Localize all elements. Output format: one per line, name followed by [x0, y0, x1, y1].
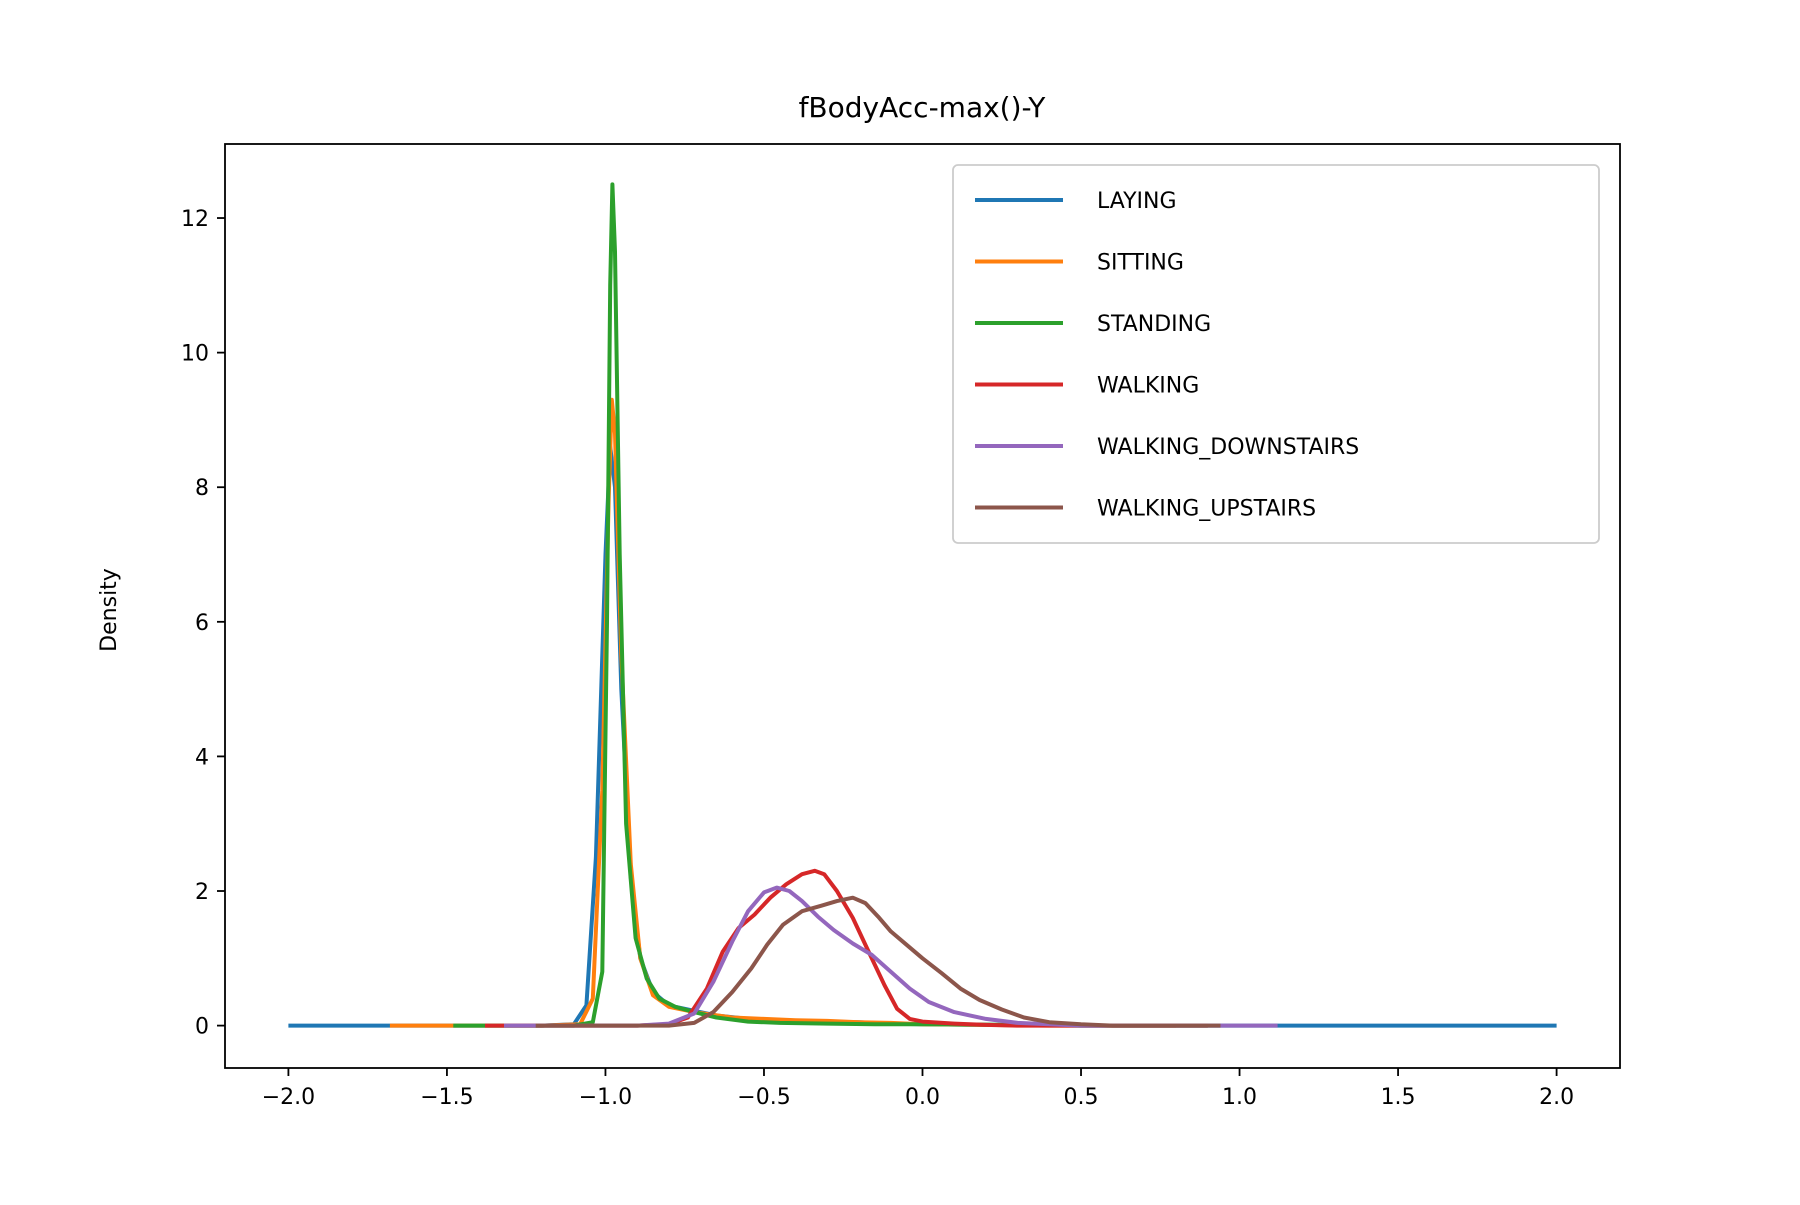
plot-lines — [288, 182, 1557, 1028]
y-tick-label: 10 — [181, 342, 209, 367]
y-axis: 0 2 4 6 8 10 12 — [181, 207, 225, 1040]
x-tick-label: −0.5 — [737, 1085, 790, 1110]
series-line-walking — [485, 868, 1208, 1028]
x-tick-label: 1.5 — [1381, 1085, 1416, 1110]
y-axis-title: Density — [97, 568, 122, 652]
x-tick-label: 0.5 — [1064, 1085, 1099, 1110]
chart-title: fBodyAcc-max()-Y — [799, 91, 1047, 124]
x-tick-label: −1.5 — [420, 1085, 473, 1110]
y-tick-label: 0 — [195, 1015, 209, 1040]
legend-label: STANDING — [1097, 312, 1211, 337]
legend-label: SITTING — [1097, 251, 1184, 276]
legend-label: WALKING_UPSTAIRS — [1097, 497, 1316, 522]
y-tick-label: 6 — [195, 611, 209, 636]
y-tick-label: 12 — [181, 207, 209, 232]
x-tick-label: 2.0 — [1539, 1085, 1574, 1110]
y-tick-label: 4 — [195, 745, 209, 770]
legend-label: WALKING — [1097, 374, 1199, 399]
legend-label: WALKING_DOWNSTAIRS — [1097, 435, 1359, 460]
legend: LAYING SITTING STANDING WALKING WALKING_DOWN… — [952, 164, 1600, 544]
series-line-walking-upstairs — [535, 895, 1221, 1028]
x-tick-label: −2.0 — [262, 1085, 315, 1110]
x-axis: −2.0 −1.5 −1.0 −0.5 0.0 0.5 1.0 1.5 2.0 — [262, 1068, 1574, 1110]
legend-label: LAYING — [1097, 189, 1177, 214]
y-tick-label: 2 — [195, 880, 209, 905]
legend-box — [952, 164, 1600, 544]
x-tick-label: 0.0 — [905, 1085, 940, 1110]
series-line-standing — [453, 182, 1208, 1028]
x-tick-label: −1.0 — [579, 1085, 632, 1110]
x-tick-label: 1.0 — [1222, 1085, 1257, 1110]
series-line-walking-downstairs — [504, 885, 1278, 1028]
y-tick-label: 8 — [195, 476, 209, 501]
